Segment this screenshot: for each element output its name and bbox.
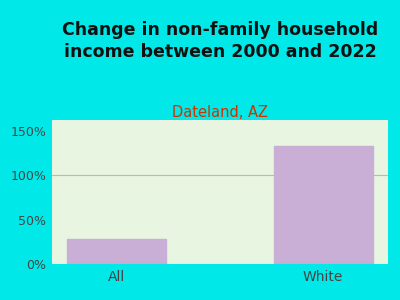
Text: Change in non-family household
income between 2000 and 2022: Change in non-family household income be… <box>62 21 378 61</box>
Bar <box>274 146 373 264</box>
Bar <box>67 239 166 264</box>
Text: Dateland, AZ: Dateland, AZ <box>172 105 268 120</box>
